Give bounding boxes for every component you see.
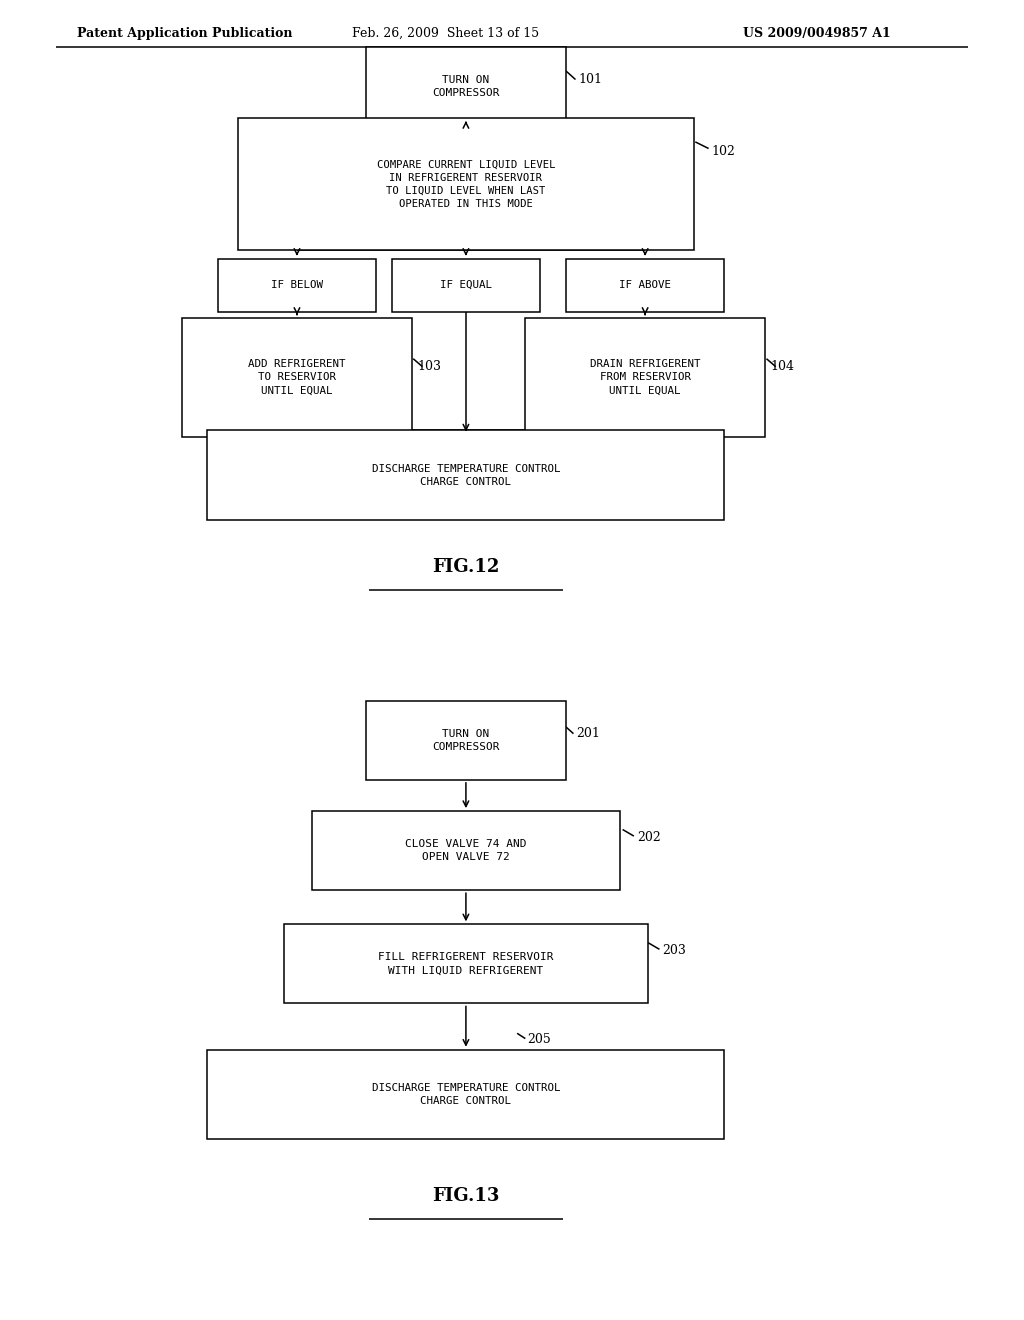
Text: 103: 103 xyxy=(418,360,441,374)
Bar xyxy=(312,810,620,890)
Text: DRAIN REFRIGERENT
FROM RESERVIOR
UNTIL EQUAL: DRAIN REFRIGERENT FROM RESERVIOR UNTIL E… xyxy=(590,359,700,396)
Text: IF ABOVE: IF ABOVE xyxy=(620,280,671,290)
Text: IF EQUAL: IF EQUAL xyxy=(440,280,492,290)
Bar xyxy=(217,259,376,312)
Text: US 2009/0049857 A1: US 2009/0049857 A1 xyxy=(743,28,891,40)
Text: Feb. 26, 2009  Sheet 13 of 15: Feb. 26, 2009 Sheet 13 of 15 xyxy=(352,28,539,40)
Bar xyxy=(565,259,725,312)
Text: 101: 101 xyxy=(579,73,602,86)
Text: DISCHARGE TEMPERATURE CONTROL
CHARGE CONTROL: DISCHARGE TEMPERATURE CONTROL CHARGE CON… xyxy=(372,463,560,487)
Text: COMPARE CURRENT LIQUID LEVEL
IN REFRIGERENT RESERVOIR
TO LIQUID LEVEL WHEN LAST
: COMPARE CURRENT LIQUID LEVEL IN REFRIGER… xyxy=(377,160,555,209)
Text: 202: 202 xyxy=(637,830,660,843)
Bar xyxy=(238,119,694,251)
Bar xyxy=(391,259,541,312)
Bar xyxy=(524,318,765,437)
Bar xyxy=(285,924,648,1003)
Bar xyxy=(207,1049,725,1139)
Bar xyxy=(207,430,725,520)
Bar xyxy=(182,318,412,437)
Text: ADD REFRIGERENT
TO RESERVIOR
UNTIL EQUAL: ADD REFRIGERENT TO RESERVIOR UNTIL EQUAL xyxy=(248,359,346,396)
Text: 201: 201 xyxy=(577,727,600,741)
Text: Patent Application Publication: Patent Application Publication xyxy=(77,28,292,40)
Text: 205: 205 xyxy=(527,1034,551,1047)
Text: FILL REFRIGERENT RESERVOIR
WITH LIQUID REFRIGERENT: FILL REFRIGERENT RESERVOIR WITH LIQUID R… xyxy=(378,952,554,975)
Text: FIG.12: FIG.12 xyxy=(432,558,500,577)
Text: 104: 104 xyxy=(771,360,795,374)
Text: IF BELOW: IF BELOW xyxy=(271,280,323,290)
Bar xyxy=(367,46,565,125)
Bar xyxy=(367,701,565,780)
Text: CLOSE VALVE 74 AND
OPEN VALVE 72: CLOSE VALVE 74 AND OPEN VALVE 72 xyxy=(406,840,526,862)
Text: DISCHARGE TEMPERATURE CONTROL
CHARGE CONTROL: DISCHARGE TEMPERATURE CONTROL CHARGE CON… xyxy=(372,1082,560,1106)
Text: TURN ON
COMPRESSOR: TURN ON COMPRESSOR xyxy=(432,74,500,98)
Text: 203: 203 xyxy=(663,944,686,957)
Text: 102: 102 xyxy=(712,145,735,157)
Text: FIG.13: FIG.13 xyxy=(432,1187,500,1205)
Text: TURN ON
COMPRESSOR: TURN ON COMPRESSOR xyxy=(432,729,500,752)
